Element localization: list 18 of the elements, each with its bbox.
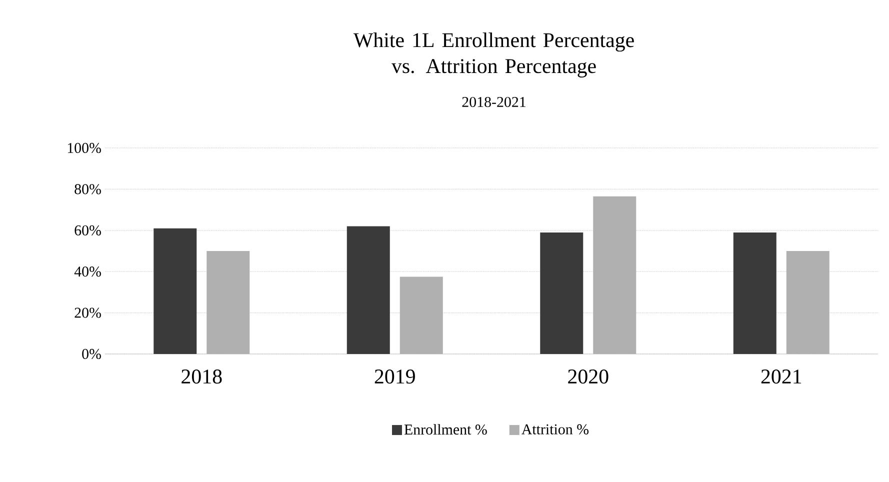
- y-tick-label: 0%: [82, 348, 101, 360]
- chart-title: White 1L Enrollment Percentage vs. Attrition Percentage: [353, 32, 634, 78]
- bar: [346, 226, 390, 354]
- y-tick-label: 80%: [74, 184, 101, 194]
- legend-label: Attrition %: [522, 424, 589, 434]
- chart-subtitle: 2018-2021: [462, 96, 526, 108]
- bar: [733, 232, 776, 354]
- y-tick-label: 60%: [74, 225, 101, 236]
- x-tick-label: 2018: [182, 370, 222, 384]
- bar: [154, 228, 197, 354]
- x-tick-label: 2020: [568, 370, 608, 384]
- x-tick-label: 2021: [761, 370, 802, 384]
- x-tick-label: 2019: [374, 370, 415, 384]
- legend-label: Enrollment %: [404, 424, 487, 435]
- y-tick-label: 40%: [74, 266, 101, 277]
- y-tick-label: 100%: [68, 142, 101, 154]
- y-tick-label: 20%: [74, 308, 101, 318]
- bar: [540, 232, 584, 354]
